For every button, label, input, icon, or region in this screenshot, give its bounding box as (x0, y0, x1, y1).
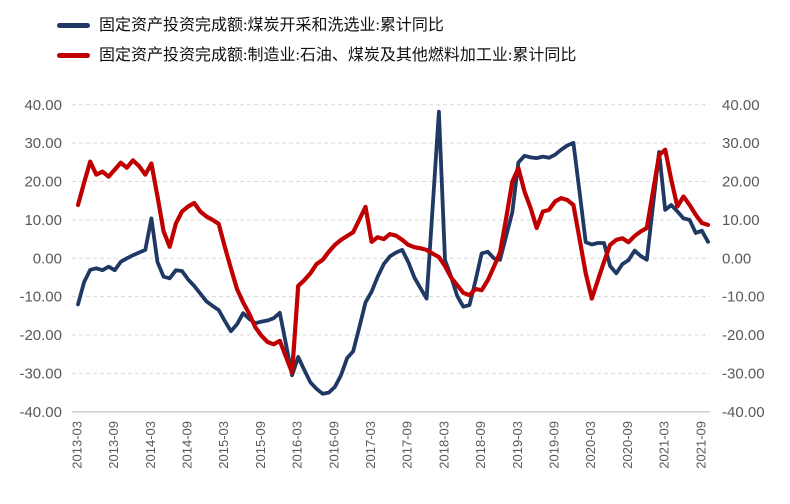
legend-line-swatch-red (57, 53, 90, 59)
x-axis-tick-label: 2020-03 (583, 421, 598, 469)
legend-line-swatch-blue (57, 23, 90, 29)
x-axis-tick-label: 2017-09 (400, 421, 415, 469)
y-axis-tick-label-right: 20.00 (722, 174, 760, 191)
y-axis-tick-label-right: -20.00 (722, 327, 765, 344)
x-axis-tick-label: 2014-03 (143, 421, 158, 469)
y-axis-tick-label-right: 40.00 (722, 97, 760, 114)
legend-item-petroleum-processing: 固定资产投资完成额:制造业:石油、煤炭及其他燃料加工业:累计同比 (57, 46, 576, 65)
y-axis-tick-label-right: 0.00 (722, 250, 751, 267)
y-axis-tick-label-left: 40.00 (24, 97, 62, 114)
x-axis-tick-label: 2021-03 (657, 421, 672, 469)
x-axis-tick-label: 2017-03 (363, 421, 378, 469)
x-axis-tick-label: 2019-03 (510, 421, 525, 469)
y-axis-tick-label-left: 0.00 (33, 250, 62, 267)
y-axis-tick-label-right: 30.00 (722, 135, 760, 152)
x-axis-tick-label: 2013-03 (69, 421, 84, 469)
legend-item-coal-mining: 固定资产投资完成额:煤炭开采和洗选业:累计同比 (57, 16, 576, 35)
legend-item-label: 固定资产投资完成额:制造业:石油、煤炭及其他燃料加工业:累计同比 (99, 47, 577, 65)
legend: 固定资产投资完成额:煤炭开采和洗选业:累计同比 固定资产投资完成额:制造业:石油… (57, 16, 576, 65)
y-axis-tick-label-left: -40.00 (19, 404, 62, 421)
x-axis-tick-label: 2018-03 (436, 421, 451, 469)
y-axis-tick-label-left: -30.00 (19, 365, 62, 382)
x-axis-tick-label: 2013-09 (106, 421, 121, 469)
x-axis-tick-label: 2016-09 (326, 421, 341, 469)
x-axis-tick-label: 2021-09 (693, 421, 708, 469)
y-axis-tick-label-right: -30.00 (722, 365, 765, 382)
series-line-coal-mining (76, 109, 710, 396)
legend-item-label: 固定资产投资完成额:煤炭开采和洗选业:累计同比 (99, 17, 444, 34)
series-line-petroleum-processing (75, 147, 711, 375)
y-axis-tick-label-left: 10.00 (24, 212, 62, 229)
y-axis-tick-label-left: 30.00 (24, 135, 62, 152)
y-axis-tick-label-left: -10.00 (19, 289, 62, 306)
x-axis-tick-label: 2015-03 (216, 421, 231, 469)
x-axis-tick-label: 2019-09 (547, 421, 562, 469)
x-axis-tick-label: 2018-09 (473, 421, 488, 469)
y-axis-tick-label-left: 20.00 (24, 174, 62, 191)
x-axis-tick-label: 2015-09 (253, 421, 268, 469)
x-axis-tick-label: 2014-09 (180, 421, 195, 469)
y-axis-tick-label-left: -20.00 (19, 327, 62, 344)
x-axis-tick-label: 2016-03 (290, 421, 305, 469)
y-axis-tick-label-right: -40.00 (722, 404, 765, 421)
y-axis-tick-label-right: -10.00 (722, 289, 765, 306)
x-axis-tick-label: 2020-09 (620, 421, 635, 469)
y-axis-tick-label-right: 10.00 (722, 212, 760, 229)
